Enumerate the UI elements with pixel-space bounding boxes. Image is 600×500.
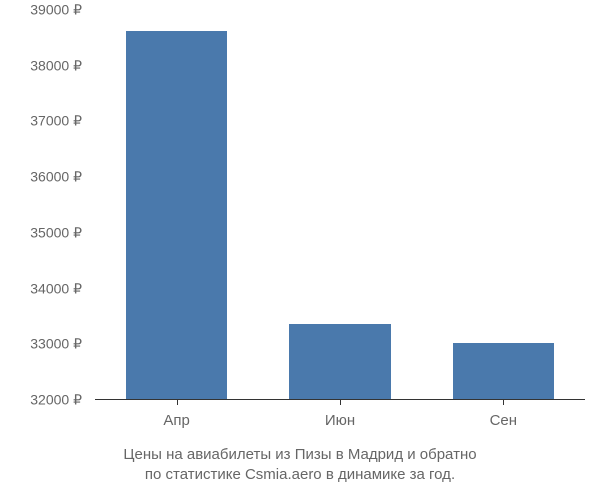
- plot-area: [95, 10, 585, 400]
- price-chart: 32000 ₽ 33000 ₽ 34000 ₽ 35000 ₽ 36000 ₽ 37000…: [0, 0, 600, 500]
- y-tick-label: 33000 ₽: [30, 336, 82, 353]
- bar: [126, 31, 227, 399]
- y-tick-label: 35000 ₽: [30, 224, 82, 241]
- caption-line-2: по статистике Csmia.aero в динамике за г…: [145, 466, 455, 483]
- y-tick-label: 34000 ₽: [30, 280, 82, 297]
- bar: [289, 324, 390, 399]
- x-tick-label: Сен: [490, 412, 517, 429]
- x-axis: Апр Июн Сен: [95, 405, 585, 435]
- caption-line-1: Цены на авиабилеты из Пизы в Мадрид и об…: [123, 446, 476, 463]
- x-tick-mark: [177, 400, 178, 405]
- y-axis: 32000 ₽33000 ₽34000 ₽35000 ₽36000 ₽37000…: [0, 10, 90, 400]
- y-tick-label: 32000 ₽: [30, 392, 82, 409]
- y-tick-label: 37000 ₽: [30, 113, 82, 130]
- chart-caption: Цены на авиабилеты из Пизы в Мадрид и об…: [0, 445, 600, 486]
- x-tick-mark: [340, 400, 341, 405]
- y-tick-label: 39000 ₽: [30, 2, 82, 19]
- x-tick-label: Июн: [325, 412, 355, 429]
- y-tick-label: 36000 ₽: [30, 169, 82, 186]
- bar: [453, 343, 554, 399]
- x-tick-mark: [503, 400, 504, 405]
- x-tick-label: Апр: [163, 412, 189, 429]
- y-tick-label: 38000 ₽: [30, 57, 82, 74]
